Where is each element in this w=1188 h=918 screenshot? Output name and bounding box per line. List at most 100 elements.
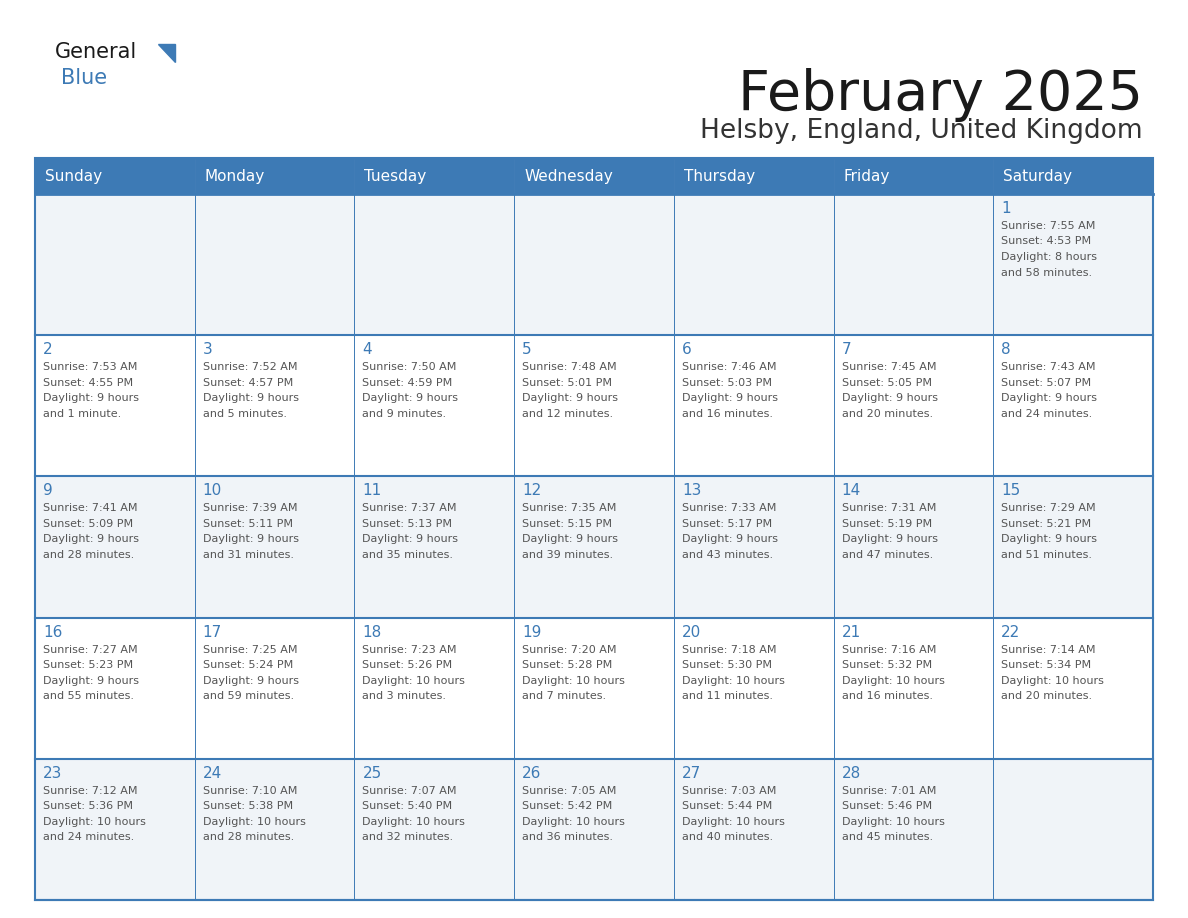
Text: 4: 4 bbox=[362, 342, 372, 357]
Text: Daylight: 9 hours: Daylight: 9 hours bbox=[1001, 393, 1098, 403]
Bar bbox=[354, 194, 514, 335]
Text: Sunset: 5:05 PM: Sunset: 5:05 PM bbox=[841, 377, 931, 387]
Text: 18: 18 bbox=[362, 624, 381, 640]
Text: Daylight: 10 hours: Daylight: 10 hours bbox=[43, 817, 146, 827]
Bar bbox=[354, 759, 514, 900]
Text: Wednesday: Wednesday bbox=[524, 169, 613, 184]
Text: Sunset: 5:44 PM: Sunset: 5:44 PM bbox=[682, 801, 772, 812]
Text: Daylight: 10 hours: Daylight: 10 hours bbox=[203, 817, 305, 827]
Text: and 1 minute.: and 1 minute. bbox=[43, 409, 121, 419]
Bar bbox=[993, 194, 1154, 335]
Text: Daylight: 10 hours: Daylight: 10 hours bbox=[841, 817, 944, 827]
Text: Sunset: 5:07 PM: Sunset: 5:07 PM bbox=[1001, 377, 1092, 387]
Text: Daylight: 10 hours: Daylight: 10 hours bbox=[362, 676, 466, 686]
Text: and 16 minutes.: and 16 minutes. bbox=[682, 409, 773, 419]
Text: and 20 minutes.: and 20 minutes. bbox=[1001, 691, 1093, 701]
Bar bbox=[993, 476, 1154, 618]
Bar bbox=[993, 618, 1154, 759]
Text: Sunset: 5:03 PM: Sunset: 5:03 PM bbox=[682, 377, 772, 387]
Text: Daylight: 9 hours: Daylight: 9 hours bbox=[523, 534, 618, 544]
Text: Sunset: 4:59 PM: Sunset: 4:59 PM bbox=[362, 377, 453, 387]
Bar bbox=[514, 476, 674, 618]
Text: Sunset: 5:46 PM: Sunset: 5:46 PM bbox=[841, 801, 931, 812]
Text: and 59 minutes.: and 59 minutes. bbox=[203, 691, 293, 701]
Text: 8: 8 bbox=[1001, 342, 1011, 357]
Text: and 39 minutes.: and 39 minutes. bbox=[523, 550, 613, 560]
Text: Sunset: 5:01 PM: Sunset: 5:01 PM bbox=[523, 377, 612, 387]
Text: Daylight: 9 hours: Daylight: 9 hours bbox=[203, 676, 298, 686]
Bar bbox=[674, 618, 834, 759]
Text: Sunset: 5:30 PM: Sunset: 5:30 PM bbox=[682, 660, 772, 670]
Bar bbox=[674, 194, 834, 335]
Text: Daylight: 10 hours: Daylight: 10 hours bbox=[523, 817, 625, 827]
Text: 12: 12 bbox=[523, 484, 542, 498]
Text: and 11 minutes.: and 11 minutes. bbox=[682, 691, 773, 701]
Bar bbox=[514, 158, 674, 194]
Text: Daylight: 10 hours: Daylight: 10 hours bbox=[841, 676, 944, 686]
Text: 27: 27 bbox=[682, 766, 701, 781]
Text: 25: 25 bbox=[362, 766, 381, 781]
Bar bbox=[195, 476, 354, 618]
Text: Sunrise: 7:55 AM: Sunrise: 7:55 AM bbox=[1001, 221, 1095, 231]
Text: Daylight: 8 hours: Daylight: 8 hours bbox=[1001, 252, 1098, 262]
Text: and 45 minutes.: and 45 minutes. bbox=[841, 833, 933, 843]
Bar bbox=[34, 476, 195, 618]
Text: Sunset: 5:32 PM: Sunset: 5:32 PM bbox=[841, 660, 931, 670]
Text: and 28 minutes.: and 28 minutes. bbox=[203, 833, 293, 843]
Text: Sunset: 5:17 PM: Sunset: 5:17 PM bbox=[682, 519, 772, 529]
Text: Sunset: 5:23 PM: Sunset: 5:23 PM bbox=[43, 660, 133, 670]
Text: 22: 22 bbox=[1001, 624, 1020, 640]
Text: Sunset: 5:19 PM: Sunset: 5:19 PM bbox=[841, 519, 931, 529]
Text: Sunrise: 7:12 AM: Sunrise: 7:12 AM bbox=[43, 786, 138, 796]
Text: Sunday: Sunday bbox=[45, 169, 102, 184]
Text: Daylight: 9 hours: Daylight: 9 hours bbox=[43, 534, 139, 544]
Text: Sunrise: 7:27 AM: Sunrise: 7:27 AM bbox=[43, 644, 138, 655]
Text: Sunset: 5:26 PM: Sunset: 5:26 PM bbox=[362, 660, 453, 670]
Bar bbox=[834, 759, 993, 900]
Bar bbox=[34, 194, 195, 335]
Text: Sunrise: 7:35 AM: Sunrise: 7:35 AM bbox=[523, 503, 617, 513]
Bar bbox=[993, 335, 1154, 476]
Text: 26: 26 bbox=[523, 766, 542, 781]
Text: Sunrise: 7:33 AM: Sunrise: 7:33 AM bbox=[682, 503, 776, 513]
Text: and 9 minutes.: and 9 minutes. bbox=[362, 409, 447, 419]
Text: 15: 15 bbox=[1001, 484, 1020, 498]
Text: Sunset: 5:38 PM: Sunset: 5:38 PM bbox=[203, 801, 292, 812]
Bar bbox=[34, 618, 195, 759]
Text: Daylight: 10 hours: Daylight: 10 hours bbox=[523, 676, 625, 686]
Text: 19: 19 bbox=[523, 624, 542, 640]
Text: Daylight: 10 hours: Daylight: 10 hours bbox=[682, 817, 785, 827]
Text: 11: 11 bbox=[362, 484, 381, 498]
Text: Sunrise: 7:43 AM: Sunrise: 7:43 AM bbox=[1001, 363, 1095, 372]
Text: Daylight: 9 hours: Daylight: 9 hours bbox=[203, 393, 298, 403]
Bar bbox=[834, 158, 993, 194]
Text: Sunset: 5:24 PM: Sunset: 5:24 PM bbox=[203, 660, 293, 670]
Text: Sunrise: 7:37 AM: Sunrise: 7:37 AM bbox=[362, 503, 457, 513]
Text: and 24 minutes.: and 24 minutes. bbox=[1001, 409, 1093, 419]
Text: 9: 9 bbox=[43, 484, 52, 498]
Text: Sunset: 4:55 PM: Sunset: 4:55 PM bbox=[43, 377, 133, 387]
Bar bbox=[195, 194, 354, 335]
Text: and 51 minutes.: and 51 minutes. bbox=[1001, 550, 1092, 560]
Text: Thursday: Thursday bbox=[684, 169, 756, 184]
Text: and 35 minutes.: and 35 minutes. bbox=[362, 550, 454, 560]
Text: Sunrise: 7:05 AM: Sunrise: 7:05 AM bbox=[523, 786, 617, 796]
Text: Daylight: 9 hours: Daylight: 9 hours bbox=[43, 393, 139, 403]
Text: 17: 17 bbox=[203, 624, 222, 640]
Text: General: General bbox=[55, 42, 138, 62]
Text: Tuesday: Tuesday bbox=[365, 169, 426, 184]
Text: Sunrise: 7:25 AM: Sunrise: 7:25 AM bbox=[203, 644, 297, 655]
Text: 21: 21 bbox=[841, 624, 861, 640]
Text: Sunrise: 7:29 AM: Sunrise: 7:29 AM bbox=[1001, 503, 1095, 513]
Text: Helsby, England, United Kingdom: Helsby, England, United Kingdom bbox=[701, 118, 1143, 144]
Text: Daylight: 9 hours: Daylight: 9 hours bbox=[362, 393, 459, 403]
Text: Sunrise: 7:10 AM: Sunrise: 7:10 AM bbox=[203, 786, 297, 796]
Text: 7: 7 bbox=[841, 342, 851, 357]
Bar bbox=[34, 158, 1154, 900]
Bar bbox=[34, 335, 195, 476]
Bar bbox=[993, 158, 1154, 194]
Bar bbox=[674, 476, 834, 618]
Text: and 47 minutes.: and 47 minutes. bbox=[841, 550, 933, 560]
Text: and 12 minutes.: and 12 minutes. bbox=[523, 409, 613, 419]
Text: and 55 minutes.: and 55 minutes. bbox=[43, 691, 134, 701]
